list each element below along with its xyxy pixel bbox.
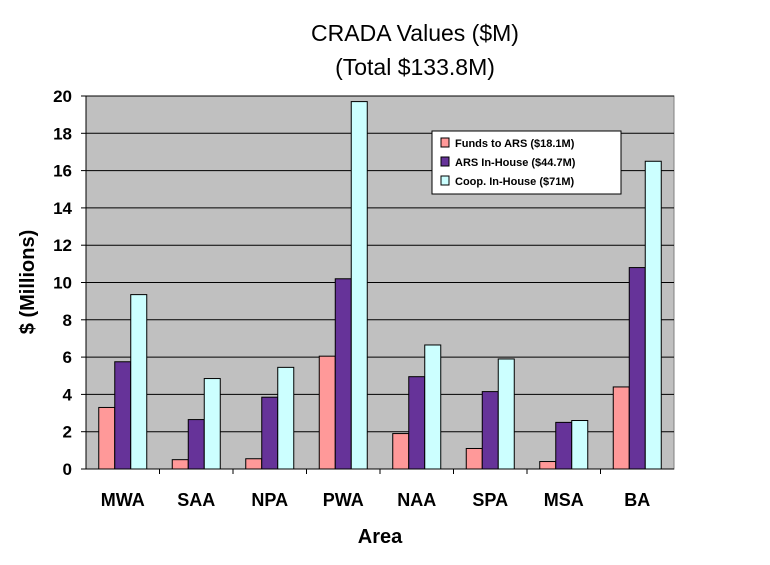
chart-title: CRADA Values ($M) xyxy=(311,20,519,46)
x-axis-label: Area xyxy=(358,526,403,548)
x-tick-label: PWA xyxy=(323,490,364,510)
bar-naa-series-1 xyxy=(392,433,410,470)
x-tick-label: NPA xyxy=(251,490,288,510)
legend-box xyxy=(431,130,622,195)
bar-msa-series-1 xyxy=(539,461,557,470)
bar-naa-series-2 xyxy=(408,376,426,470)
bar-spa-series-2 xyxy=(481,391,499,470)
legend: Funds to ARS ($18.1M) ARS In-House ($44.7… xyxy=(431,130,622,195)
legend-label: Funds to ARS ($18.1M) xyxy=(455,138,575,150)
x-tick-labels: MWA SAA NPA PWA NAA SPA MSA BA xyxy=(101,469,650,510)
bar-mwa-series-1 xyxy=(98,406,116,470)
bar-npa-series-2 xyxy=(261,396,279,470)
bar-mwa-series-3 xyxy=(130,294,148,470)
bar-saa-series-1 xyxy=(171,459,189,470)
legend-label: Coop. In-House ($71M) xyxy=(455,176,575,188)
legend-label: ARS In-House ($44.7M) xyxy=(455,157,576,169)
y-tick-label: 14 xyxy=(53,199,72,218)
y-tick-label: 0 xyxy=(63,460,72,479)
bar-ba-series-3 xyxy=(644,160,662,470)
bar-npa-series-1 xyxy=(245,458,263,470)
x-tick-label: MSA xyxy=(544,490,584,510)
y-tick-label: 12 xyxy=(53,236,72,255)
bar-msa-series-2 xyxy=(555,421,573,470)
bar-pwa-series-3 xyxy=(350,101,368,470)
bar-ba-series-1 xyxy=(612,386,630,470)
bar-mwa-series-2 xyxy=(114,361,132,470)
y-tick-label: 10 xyxy=(53,274,72,293)
bar-spa-series-3 xyxy=(497,358,515,470)
bar-naa-series-3 xyxy=(424,344,442,470)
legend-swatch xyxy=(440,137,450,148)
y-tick-label: 20 xyxy=(53,87,72,106)
x-tick-label: NAA xyxy=(397,490,436,510)
y-tick-label: 6 xyxy=(63,348,72,367)
bar-pwa-series-1 xyxy=(318,355,336,470)
bar-saa-series-2 xyxy=(187,419,205,470)
x-tick-label: SAA xyxy=(177,490,215,510)
x-tick-label: MWA xyxy=(101,490,145,510)
bars xyxy=(98,101,662,470)
bar-spa-series-1 xyxy=(465,447,483,470)
y-tick-labels: 0 2 4 6 8 10 12 14 16 18 20 xyxy=(53,87,86,479)
y-tick-label: 8 xyxy=(63,311,72,330)
bar-ba-series-2 xyxy=(628,267,646,470)
legend-swatch xyxy=(440,175,450,186)
x-tick-label: SPA xyxy=(472,490,508,510)
bar-pwa-series-2 xyxy=(334,278,352,470)
y-tick-label: 4 xyxy=(63,385,73,404)
x-tick-label: BA xyxy=(624,490,650,510)
y-tick-label: 16 xyxy=(53,162,72,181)
chart-subtitle: (Total $133.8M) xyxy=(335,54,495,80)
y-tick-label: 2 xyxy=(63,423,72,442)
y-tick-label: 18 xyxy=(53,124,72,143)
bar-saa-series-3 xyxy=(203,378,221,470)
bar-npa-series-3 xyxy=(277,366,295,470)
bar-msa-series-3 xyxy=(571,420,589,470)
legend-swatch xyxy=(440,156,450,167)
y-axis-label: $ (Millions) xyxy=(17,230,39,334)
